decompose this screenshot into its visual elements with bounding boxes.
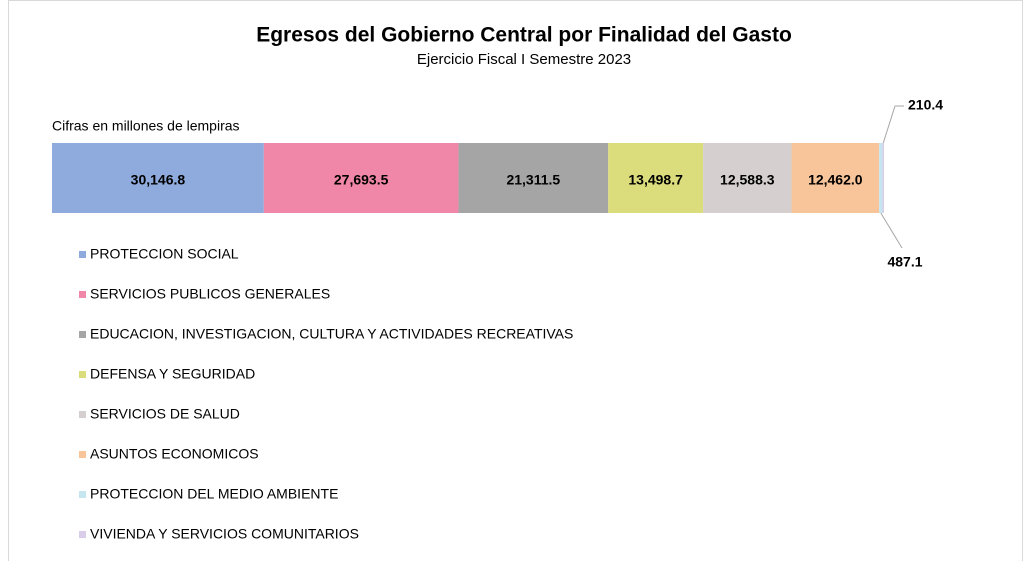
annotation: Cifras en millones de lempiras — [52, 118, 240, 134]
legend-swatch — [79, 411, 86, 418]
legend-label: SERVICIOS PUBLICOS GENERALES — [90, 286, 330, 302]
bar-segment — [879, 143, 883, 213]
legend-label: PROTECCION DEL MEDIO AMBIENTE — [90, 486, 338, 502]
data-label: 13,498.7 — [628, 172, 683, 188]
legend-label: DEFENSA Y SEGURIDAD — [90, 366, 255, 382]
data-label: 30,146.8 — [131, 172, 186, 188]
leader-line — [880, 212, 903, 249]
data-label: 12,462.0 — [808, 172, 863, 188]
bar-segment — [458, 143, 609, 213]
legend-swatch — [79, 371, 86, 378]
bar-segment — [791, 143, 880, 213]
data-label: 210.4 — [908, 97, 943, 113]
legend-label: ASUNTOS ECONOMICOS — [90, 446, 259, 462]
bar-segment — [263, 143, 459, 213]
legend-label: VIVIENDA Y SERVICIOS COMUNITARIOS — [90, 526, 359, 542]
bar-segment — [52, 143, 264, 213]
bar-segment — [882, 143, 884, 213]
bar-segment — [608, 143, 704, 213]
legend-swatch — [79, 251, 86, 258]
legend-label: EDUCACION, INVESTIGACION, CULTURA Y ACTI… — [90, 326, 573, 342]
legend-swatch — [79, 451, 86, 458]
data-label: 487.1 — [887, 254, 922, 270]
legend-label: SERVICIOS DE SALUD — [90, 406, 240, 422]
chart-title: Egresos del Gobierno Central por Finalid… — [256, 24, 792, 47]
bar-segment — [703, 143, 792, 213]
legend-swatch — [79, 491, 86, 498]
legend-label: PROTECCION SOCIAL — [90, 246, 239, 262]
data-label: 21,311.5 — [506, 172, 560, 188]
legend-swatch — [79, 531, 86, 538]
data-label: 27,693.5 — [334, 172, 389, 188]
leader-line — [882, 105, 904, 144]
data-label: 12,588.3 — [720, 172, 775, 188]
legend-swatch — [79, 291, 86, 298]
chart-border — [8, 0, 1023, 561]
legend-swatch — [79, 331, 86, 338]
chart-subtitle: Ejercicio Fiscal I Semestre 2023 — [417, 51, 631, 68]
